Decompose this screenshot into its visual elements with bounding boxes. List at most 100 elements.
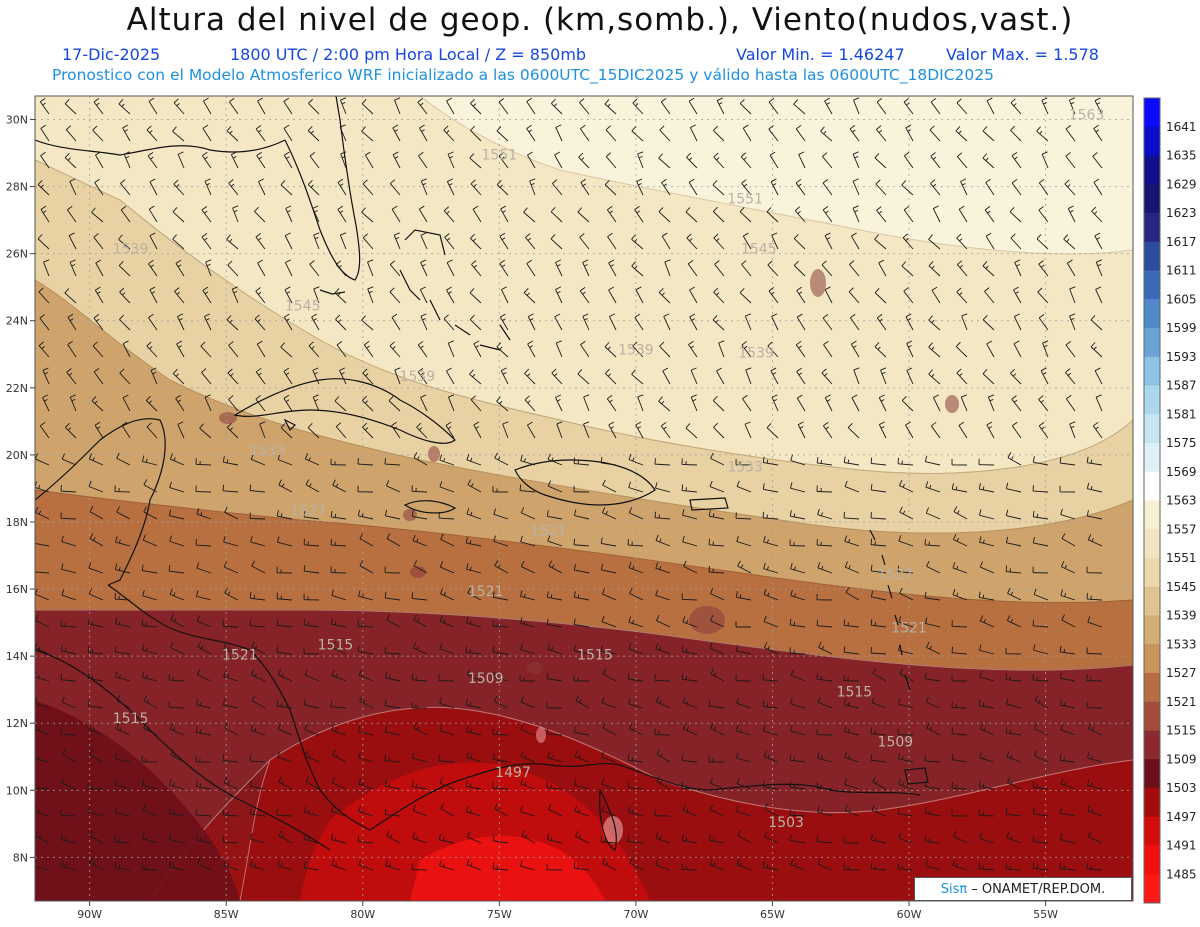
wind-barb	[958, 421, 968, 439]
wind-barb	[871, 696, 887, 709]
wind-barb	[496, 342, 509, 358]
wind-barb	[62, 749, 77, 763]
wind-barb	[682, 696, 698, 709]
wind-barb	[600, 537, 617, 547]
wind-barb	[175, 394, 185, 412]
colorbar-label: 1515	[1166, 724, 1197, 738]
wind-barb	[249, 592, 266, 601]
wind-barb	[223, 859, 239, 871]
wind-barb	[978, 862, 995, 871]
wind-barb	[600, 645, 617, 655]
wind-barb	[358, 805, 374, 817]
wind-barb	[254, 206, 266, 223]
wind-barb	[930, 179, 941, 196]
wind-barb	[331, 589, 347, 601]
wind-barb	[985, 232, 995, 250]
wind-barb	[168, 860, 185, 871]
wind-barb	[1094, 367, 1103, 385]
wind-barb	[303, 647, 320, 655]
wind-barb	[439, 561, 455, 574]
wind-barb	[413, 614, 428, 628]
wind-barb	[978, 780, 995, 790]
wind-barb	[634, 205, 644, 223]
wind-barb	[35, 614, 50, 628]
wind-barb	[527, 151, 536, 169]
wind-barb	[605, 125, 617, 142]
wind-barb	[278, 479, 293, 493]
wind-barb	[874, 153, 887, 169]
wind-barb	[337, 178, 347, 196]
wind-barb	[357, 620, 374, 628]
wind-barb	[384, 566, 401, 574]
axis-labels: 90W 85W 80W 75W 70W 65W 60W 55W 8N 10N 12N 14N 16N 18…	[6, 113, 1058, 921]
wind-barb	[708, 834, 725, 844]
wind-barb	[606, 394, 617, 412]
wind-barb	[88, 480, 104, 493]
wind-barb	[303, 698, 320, 709]
wind-barb	[925, 507, 941, 520]
wind-barb	[332, 479, 347, 493]
wind-barb	[843, 725, 860, 736]
colorbar: 1641 1635 1629 1623 1617 1611 1605 1599 1593 1587…	[1143, 97, 1197, 904]
wind-barb	[1065, 368, 1076, 385]
wind-barb	[681, 593, 698, 601]
wind-barb	[681, 863, 698, 871]
wind-barb	[143, 695, 158, 709]
wind-barb	[384, 808, 401, 817]
wind-barb	[520, 617, 536, 628]
wind-barb	[499, 313, 509, 331]
wind-barb	[229, 97, 239, 115]
wind-barb	[577, 207, 590, 223]
wind-barb	[924, 538, 941, 547]
wind-barb	[520, 454, 536, 466]
wind-barb	[226, 234, 239, 250]
wind-barb	[89, 830, 104, 844]
wind-barb	[844, 535, 860, 547]
wind-barb	[735, 458, 752, 466]
wind-barb	[582, 259, 590, 277]
wind-barb	[42, 367, 50, 385]
wind-barb	[40, 205, 50, 223]
wind-barb	[573, 485, 590, 493]
wind-barb	[852, 151, 860, 169]
wind-barb	[573, 618, 590, 628]
credit-box: Sisπ – ONAMET/REP.DOM.	[914, 877, 1132, 901]
wind-barb	[439, 697, 455, 709]
wind-barb	[222, 698, 239, 709]
wind-barb	[844, 480, 860, 493]
wind-barb	[685, 207, 698, 223]
wind-barb	[389, 341, 401, 358]
wind-barb	[335, 260, 347, 277]
wind-barb	[851, 394, 860, 412]
wind-barb	[736, 752, 752, 763]
wind-barb	[600, 456, 617, 466]
wind-barb	[337, 205, 347, 223]
wind-barb	[816, 728, 833, 736]
wind-barb	[470, 179, 482, 196]
wind-barb	[978, 699, 995, 709]
wind-barb	[844, 778, 860, 790]
wind-barb	[466, 454, 482, 466]
wind-barb	[384, 754, 401, 763]
wind-barb	[550, 206, 563, 223]
lat-tick-label: 18N	[6, 516, 28, 529]
wind-barb	[878, 421, 887, 439]
lat-tick-label: 12N	[6, 717, 28, 730]
wind-barb	[924, 780, 941, 790]
wind-barb	[280, 180, 293, 196]
wind-barb	[276, 619, 293, 628]
wind-barb	[708, 755, 725, 763]
wind-barb	[763, 562, 779, 574]
colorbar-label: 1623	[1166, 206, 1197, 220]
colorbar-label: 1557	[1166, 522, 1197, 536]
wind-barb	[283, 313, 293, 331]
wind-barb	[276, 809, 293, 817]
wind-barb	[89, 749, 104, 763]
colorbar-label: 1545	[1166, 580, 1197, 594]
wind-barb	[547, 751, 563, 763]
wind-barb	[663, 313, 671, 331]
wind-barb	[520, 507, 536, 520]
wind-barb	[628, 616, 644, 628]
wind-barb	[789, 510, 806, 520]
wind-barb	[790, 482, 806, 493]
